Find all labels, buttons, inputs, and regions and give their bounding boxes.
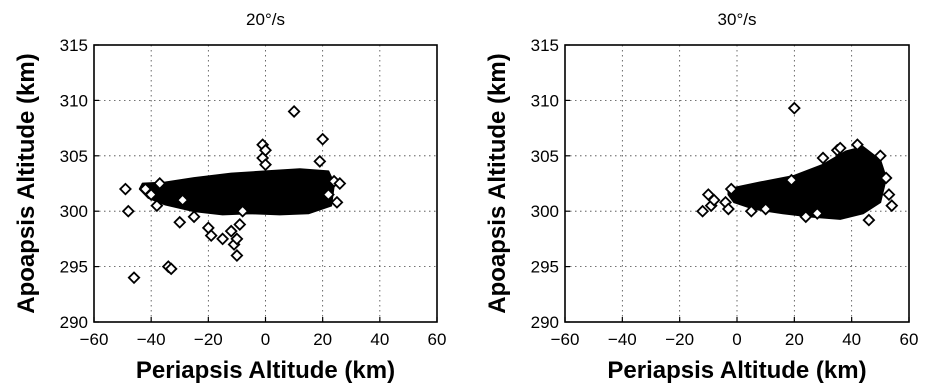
scatter-point	[230, 232, 244, 246]
scatter-point	[316, 132, 330, 146]
scatter-point	[224, 224, 238, 238]
scatter-point	[204, 229, 218, 243]
y-tick-label: 300	[60, 202, 88, 221]
y-axis-label: Apoapsis Altitude (km)	[484, 53, 511, 313]
scatter-point	[236, 204, 250, 218]
x-tick-label: 0	[261, 330, 270, 349]
scatter-point	[333, 177, 347, 190]
scatter-point	[176, 193, 190, 207]
scatter-point	[330, 195, 344, 209]
scatter-point	[833, 141, 847, 155]
y-tick-label: 295	[531, 258, 559, 277]
x-tick-label: 40	[842, 330, 861, 349]
scatter-point	[127, 271, 141, 285]
x-tick-label: −40	[137, 330, 166, 349]
x-tick-label: −20	[665, 330, 694, 349]
y-tick-label: 305	[531, 147, 559, 166]
x-tick-label: 60	[900, 330, 919, 349]
scatter-point	[850, 138, 864, 152]
y-tick-label: 310	[60, 91, 88, 110]
x-tick-label: −40	[608, 330, 637, 349]
dense-point-cluster	[138, 168, 336, 216]
scatter-point	[799, 210, 813, 224]
y-axis-label: Apoapsis Altitude (km)	[13, 53, 40, 313]
scatter-point	[150, 199, 164, 213]
chart-title: 30°/s	[718, 10, 757, 29]
x-axis-label: Periapsis Altitude (km)	[136, 357, 395, 384]
scatter-point	[216, 232, 230, 246]
scatter-point	[233, 218, 247, 231]
x-tick-label: −20	[194, 330, 223, 349]
x-tick-label: 20	[785, 330, 804, 349]
y-tick-label: 305	[60, 147, 88, 166]
scatter-point	[759, 202, 773, 216]
x-tick-label: 20	[313, 330, 332, 349]
scatter-point	[724, 182, 738, 196]
y-tick-label: 290	[60, 313, 88, 332]
x-tick-label: 40	[370, 330, 389, 349]
y-tick-label: 295	[60, 258, 88, 277]
scatter-point	[882, 188, 896, 202]
y-tick-label: 290	[531, 313, 559, 332]
x-tick-label: −60	[551, 330, 580, 349]
chart-panel-1: 20°/s −60 −40 −20 0 20 40 60 290 295 300 305 310 315 P…	[13, 10, 446, 384]
scatter-point	[259, 158, 272, 172]
x-axis-label: Periapsis Altitude (km)	[607, 357, 866, 384]
scatter-point	[696, 204, 710, 218]
scatter-point	[230, 249, 244, 262]
y-tick-label: 315	[531, 36, 559, 55]
scatter-point	[816, 151, 830, 165]
scatter-point	[862, 213, 876, 227]
scatter-point	[287, 105, 301, 118]
scatter-point	[885, 199, 899, 213]
scatter-point	[144, 188, 158, 202]
chart-panel-2: 30°/s −60 −40 −20 0 20 40 60 290 295 300 305 310 315 P…	[484, 10, 918, 384]
scatter-point	[810, 206, 824, 220]
scatter-point	[187, 210, 201, 224]
x-tick-label: 60	[428, 330, 447, 349]
y-tick-label: 315	[60, 36, 88, 55]
scatter-point	[787, 101, 801, 115]
scatter-point	[164, 262, 178, 276]
plot-frame	[564, 44, 910, 323]
scatter-point	[153, 177, 167, 190]
y-tick-label: 310	[531, 91, 559, 110]
scatter-point	[744, 204, 758, 218]
scatter-point	[721, 202, 735, 216]
y-tick-label: 300	[531, 202, 559, 221]
plot-frame	[93, 44, 438, 323]
scatter-point	[118, 182, 132, 196]
scatter-point	[313, 154, 327, 168]
scatter-point	[879, 171, 893, 185]
scatter-point	[259, 143, 272, 157]
scatter-point	[173, 215, 187, 229]
scatter-point	[707, 193, 721, 207]
scatter-point	[121, 204, 135, 218]
x-tick-label: 0	[732, 330, 741, 349]
scatter-point	[784, 173, 798, 187]
scatter-point	[873, 149, 887, 163]
chart-title: 20°/s	[246, 10, 285, 29]
x-tick-label: −60	[80, 330, 109, 349]
scatter-point	[321, 188, 335, 202]
dense-point-cluster	[727, 145, 887, 220]
